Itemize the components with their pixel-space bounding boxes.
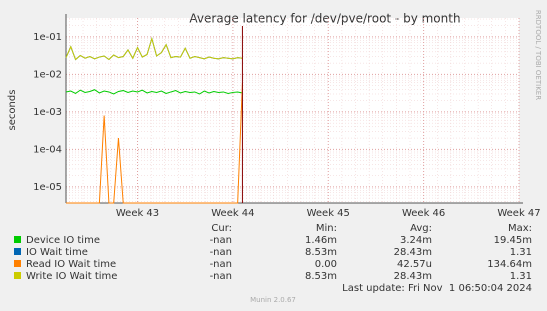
y-tick-label: 1e-02: [33, 69, 62, 80]
side-text: RRDTOOL / TOBI OETIKER: [534, 10, 542, 100]
series-line: [66, 82, 243, 204]
last-update: Last update: Fri Nov 1 06:50:04 2024: [342, 283, 532, 294]
legend-stat: 3.24m: [400, 235, 432, 246]
legend-label: IO Wait time: [26, 247, 88, 258]
legend-stat: 8.53m: [305, 271, 337, 282]
x-tick-label: Week 44: [211, 208, 254, 219]
legend-swatch: [14, 260, 21, 267]
legend-swatch: [14, 248, 21, 255]
y-tick-label: 1e-04: [33, 144, 62, 155]
legend-header: Cur:: [211, 223, 232, 234]
legend-header: Avg:: [410, 223, 432, 234]
legend-stat: 19.45m: [494, 235, 532, 246]
legend-stat: 134.64m: [487, 259, 532, 270]
legend-stat: 1.31: [510, 247, 532, 258]
legend-stat: 28.43m: [394, 247, 432, 258]
legend-label: Device IO time: [26, 235, 100, 246]
legend-stat: 1.31: [510, 271, 532, 282]
y-tick-label: 1e-01: [33, 32, 62, 43]
legend-stat: -nan: [210, 259, 232, 270]
legend-label: Write IO Wait time: [26, 271, 117, 282]
legend-header: Min:: [316, 223, 337, 234]
series-line: [65, 89, 243, 95]
footer: Munin 2.0.67: [250, 296, 296, 304]
x-tick-label: Week 45: [307, 208, 350, 219]
plot-area: [66, 18, 519, 203]
y-axis-label: seconds: [7, 90, 18, 131]
legend-swatch: [14, 236, 21, 243]
legend-stat: 8.53m: [305, 247, 337, 258]
y-tick-label: 1e-03: [33, 107, 62, 118]
legend-swatch: [14, 272, 21, 279]
y-tick-label: 1e-05: [33, 182, 62, 193]
x-tick-label: Week 43: [116, 208, 159, 219]
chart-title: Average latency for /dev/pve/root - by m…: [189, 12, 460, 26]
legend-stat: -nan: [210, 271, 232, 282]
legend-stat: -nan: [210, 235, 232, 246]
legend-stat: 42.57u: [397, 259, 432, 270]
legend-header: Max:: [508, 223, 532, 234]
legend-stat: -nan: [210, 247, 232, 258]
legend-stat: 28.43m: [394, 271, 432, 282]
legend-stat: 0.00: [315, 259, 337, 270]
legend-stat: 1.46m: [305, 235, 337, 246]
x-tick-label: Week 47: [497, 208, 540, 219]
x-tick-label: Week 46: [402, 208, 445, 219]
legend-label: Read IO Wait time: [26, 259, 116, 270]
series-line: [65, 36, 243, 61]
